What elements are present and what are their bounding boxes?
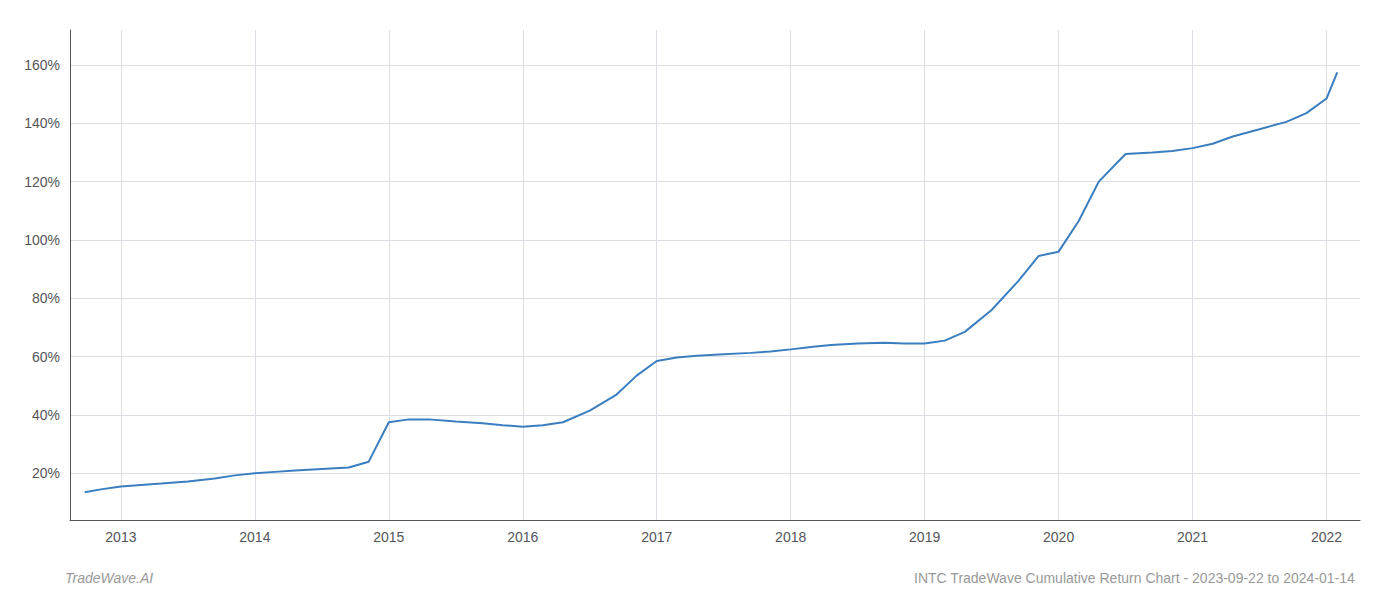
svg-text:20%: 20%	[32, 465, 60, 481]
svg-text:2021: 2021	[1177, 529, 1208, 545]
svg-text:INTC TradeWave Cumulative Retu: INTC TradeWave Cumulative Return Chart -…	[914, 570, 1355, 586]
svg-text:2020: 2020	[1043, 529, 1074, 545]
svg-text:120%: 120%	[24, 174, 60, 190]
svg-text:TradeWave.AI: TradeWave.AI	[65, 570, 153, 586]
svg-text:2016: 2016	[507, 529, 538, 545]
svg-text:2018: 2018	[775, 529, 806, 545]
svg-text:140%: 140%	[24, 115, 60, 131]
svg-text:2015: 2015	[373, 529, 404, 545]
svg-text:2022: 2022	[1311, 529, 1342, 545]
svg-text:2019: 2019	[909, 529, 940, 545]
svg-text:2017: 2017	[641, 529, 672, 545]
svg-text:2014: 2014	[239, 529, 270, 545]
svg-text:80%: 80%	[32, 290, 60, 306]
svg-text:60%: 60%	[32, 349, 60, 365]
svg-text:40%: 40%	[32, 407, 60, 423]
svg-text:100%: 100%	[24, 232, 60, 248]
svg-text:2013: 2013	[105, 529, 136, 545]
svg-text:160%: 160%	[24, 57, 60, 73]
